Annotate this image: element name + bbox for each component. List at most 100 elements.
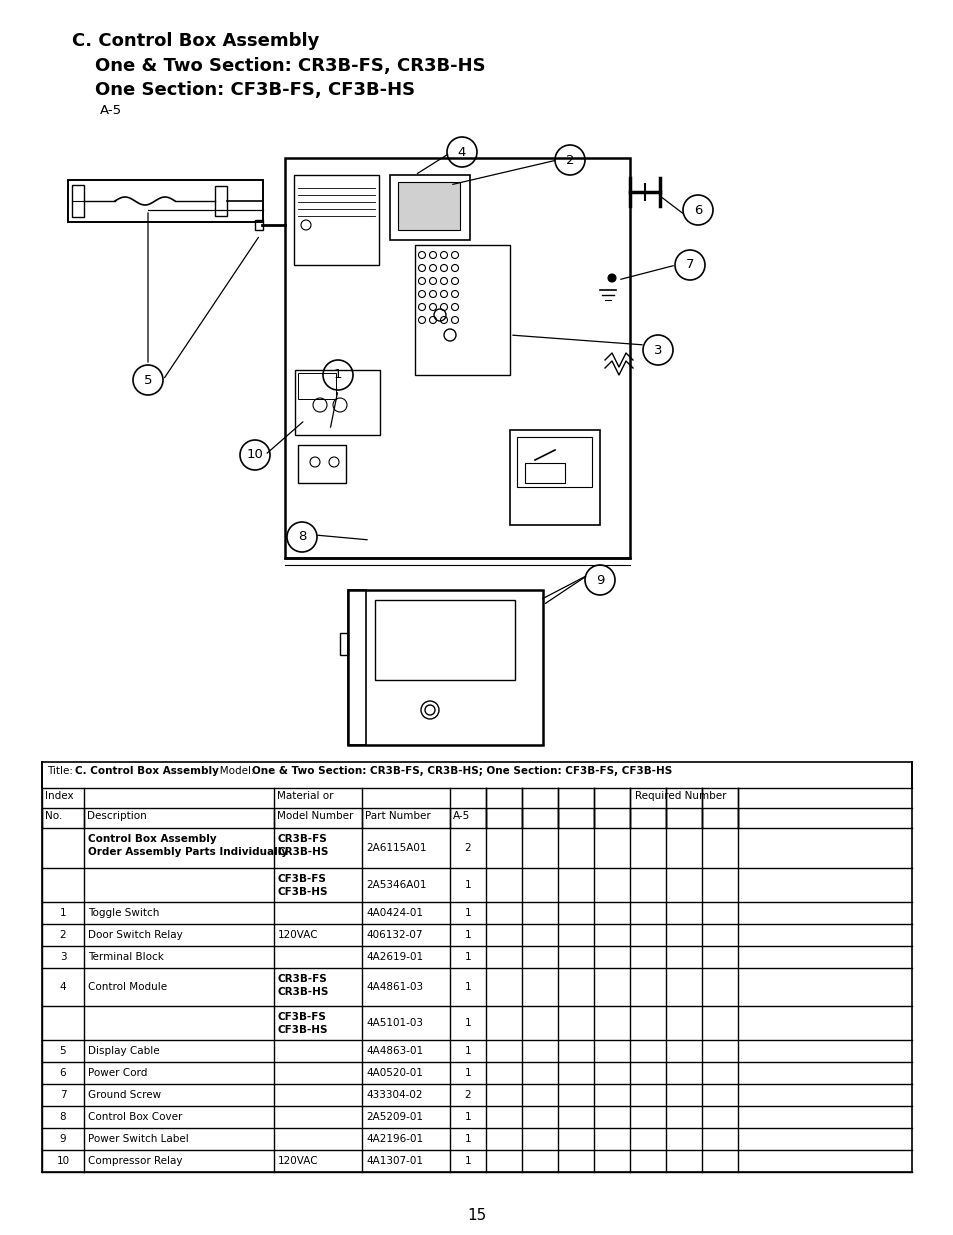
Text: 406132-07: 406132-07 <box>366 930 422 940</box>
Text: CF3B-FS: CF3B-FS <box>277 874 327 884</box>
Text: Control Module: Control Module <box>88 982 167 992</box>
Text: 2A5209-01: 2A5209-01 <box>366 1112 422 1123</box>
Bar <box>297 445 346 483</box>
Text: 2: 2 <box>464 1091 471 1100</box>
Text: Required Number: Required Number <box>635 790 726 802</box>
Bar <box>415 245 510 375</box>
Text: One & Two Section: CR3B-FS, CR3B-HS; One Section: CF3B-FS, CF3B-HS: One & Two Section: CR3B-FS, CR3B-HS; One… <box>252 766 672 776</box>
Text: 4A0424-01: 4A0424-01 <box>366 908 422 918</box>
Text: 8: 8 <box>297 531 306 543</box>
Text: 5: 5 <box>60 1046 67 1056</box>
Circle shape <box>607 274 616 282</box>
Bar <box>348 590 542 745</box>
Text: 4A5101-03: 4A5101-03 <box>366 1018 422 1028</box>
Text: One Section: CF3B-FS, CF3B-HS: One Section: CF3B-FS, CF3B-HS <box>95 82 415 99</box>
Text: Description: Description <box>87 811 147 821</box>
Bar <box>294 370 379 435</box>
Text: 4A2196-01: 4A2196-01 <box>366 1134 423 1144</box>
Text: 1: 1 <box>464 1046 471 1056</box>
Text: 9: 9 <box>596 573 603 587</box>
Text: 4A4863-01: 4A4863-01 <box>366 1046 423 1056</box>
Text: 1: 1 <box>464 952 471 962</box>
Text: Ground Screw: Ground Screw <box>88 1091 161 1100</box>
Text: CF3B-HS: CF3B-HS <box>277 1025 328 1035</box>
Text: 1: 1 <box>464 1156 471 1166</box>
Text: Material or: Material or <box>276 790 334 802</box>
Text: Order Assembly Parts Individually: Order Assembly Parts Individually <box>88 847 288 857</box>
Text: Toggle Switch: Toggle Switch <box>88 908 159 918</box>
Text: 7: 7 <box>60 1091 67 1100</box>
Text: 1: 1 <box>464 908 471 918</box>
Text: 6: 6 <box>60 1068 67 1078</box>
Bar <box>524 463 564 483</box>
Bar <box>68 180 263 222</box>
Text: 7: 7 <box>685 258 694 272</box>
Text: 8: 8 <box>60 1112 67 1123</box>
Text: Title:: Title: <box>47 766 76 776</box>
Text: 1: 1 <box>464 1134 471 1144</box>
Text: Model Number: Model Number <box>276 811 353 821</box>
Text: 1: 1 <box>60 908 67 918</box>
Bar <box>71 185 84 217</box>
Text: 2: 2 <box>464 844 471 853</box>
Text: 1: 1 <box>464 930 471 940</box>
Text: CR3B-FS: CR3B-FS <box>277 834 328 844</box>
Text: CR3B-FS: CR3B-FS <box>277 974 328 984</box>
Text: CF3B-HS: CF3B-HS <box>277 887 328 897</box>
Text: 4A0520-01: 4A0520-01 <box>366 1068 422 1078</box>
Bar <box>254 220 263 230</box>
Text: Display Cable: Display Cable <box>88 1046 159 1056</box>
Text: Index: Index <box>45 790 73 802</box>
Text: C. Control Box Assembly: C. Control Box Assembly <box>75 766 218 776</box>
Text: Control Box Assembly: Control Box Assembly <box>88 834 216 844</box>
Text: 4A4861-03: 4A4861-03 <box>366 982 423 992</box>
Text: 3: 3 <box>653 343 661 357</box>
Text: 4: 4 <box>60 982 67 992</box>
Text: 2A6115A01: 2A6115A01 <box>366 844 426 853</box>
Text: A-5: A-5 <box>100 104 122 117</box>
Text: 5: 5 <box>144 373 152 387</box>
Bar <box>397 182 459 230</box>
Text: Part Number: Part Number <box>365 811 431 821</box>
Bar <box>339 634 348 655</box>
Text: 2: 2 <box>60 930 67 940</box>
Bar <box>517 437 592 487</box>
Text: Power Switch Label: Power Switch Label <box>88 1134 189 1144</box>
Text: 2A5346A01: 2A5346A01 <box>366 881 426 890</box>
Text: C. Control Box Assembly: C. Control Box Assembly <box>71 32 319 49</box>
Bar <box>390 175 470 240</box>
Text: Control Box Cover: Control Box Cover <box>88 1112 182 1123</box>
Text: 4: 4 <box>457 146 466 158</box>
Text: 1: 1 <box>464 982 471 992</box>
Bar <box>297 373 335 399</box>
Text: Model:: Model: <box>210 766 257 776</box>
Text: CF3B-FS: CF3B-FS <box>277 1011 327 1023</box>
Text: 4A1307-01: 4A1307-01 <box>366 1156 422 1166</box>
Text: 10: 10 <box>56 1156 70 1166</box>
Text: A-5: A-5 <box>453 811 470 821</box>
Text: 9: 9 <box>60 1134 67 1144</box>
Bar <box>294 175 378 266</box>
Text: 6: 6 <box>693 204 701 216</box>
Bar <box>348 590 366 745</box>
Text: 2: 2 <box>565 153 574 167</box>
Text: 120VAC: 120VAC <box>277 930 318 940</box>
Text: 1: 1 <box>464 881 471 890</box>
Text: 3: 3 <box>60 952 67 962</box>
Text: 120VAC: 120VAC <box>277 1156 318 1166</box>
Bar <box>285 158 629 558</box>
Text: CR3B-HS: CR3B-HS <box>277 987 329 997</box>
Text: 1: 1 <box>334 368 342 382</box>
Bar <box>375 600 515 680</box>
Text: 1: 1 <box>464 1068 471 1078</box>
Bar <box>214 186 227 216</box>
Text: 15: 15 <box>467 1208 486 1223</box>
Text: One & Two Section: CR3B-FS, CR3B-HS: One & Two Section: CR3B-FS, CR3B-HS <box>95 57 485 75</box>
Text: Compressor Relay: Compressor Relay <box>88 1156 182 1166</box>
Text: 1: 1 <box>464 1112 471 1123</box>
Text: 4A2619-01: 4A2619-01 <box>366 952 423 962</box>
Bar <box>510 430 599 525</box>
Text: Terminal Block: Terminal Block <box>88 952 164 962</box>
Text: No.: No. <box>45 811 62 821</box>
Text: 1: 1 <box>464 1018 471 1028</box>
